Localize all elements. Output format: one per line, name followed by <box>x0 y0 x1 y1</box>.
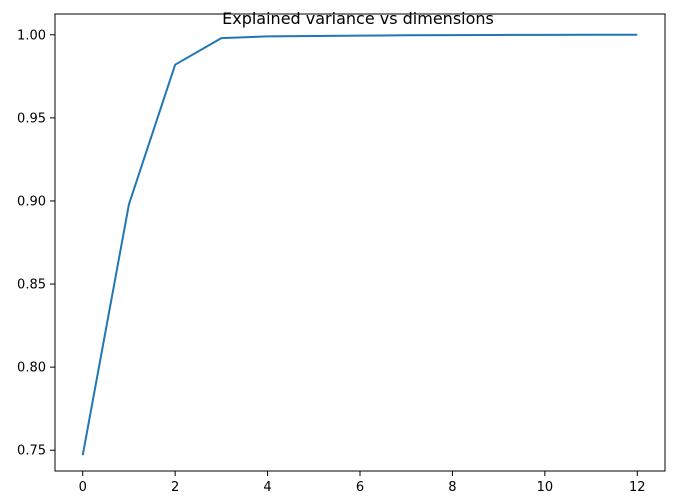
x-tick-label: 12 <box>629 480 646 495</box>
x-tick-label: 8 <box>448 480 456 495</box>
x-tick-label: 2 <box>171 480 179 495</box>
series-line <box>81 33 638 456</box>
axes: 0 2 4 6 8 10 12 0.75 0.80 0.85 0.90 0.95 1.00 <box>17 28 645 495</box>
series-group <box>81 33 638 456</box>
y-tick-label: 0.80 <box>17 361 46 376</box>
x-tick-label: 4 <box>263 480 271 495</box>
y-tick-label: 0.95 <box>17 111 46 126</box>
x-tick-label: 0 <box>79 480 87 495</box>
x-tick-label: 6 <box>356 480 364 495</box>
y-tick-label: 0.85 <box>17 278 46 293</box>
chart-title: Explained variance vs dimensions <box>222 9 494 28</box>
y-tick-label: 0.75 <box>17 444 46 459</box>
y-tick-label: 1.00 <box>17 28 46 43</box>
y-tick-label: 0.90 <box>17 194 46 209</box>
plot-frame <box>54 13 666 472</box>
x-tick-label: 10 <box>537 480 554 495</box>
